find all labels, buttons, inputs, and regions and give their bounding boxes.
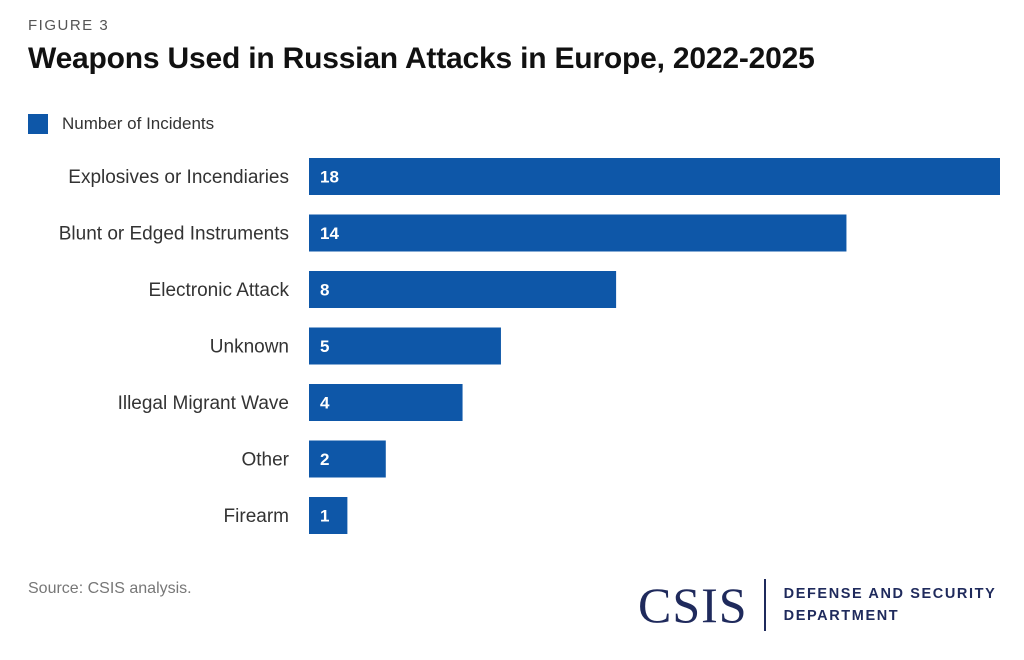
logo-dept-line2: DEPARTMENT (783, 608, 900, 624)
bar-explosives-or-incendiaries (309, 158, 1000, 195)
category-label-blunt-or-edged-instruments: Blunt or Edged Instruments (59, 224, 289, 245)
data-label-electronic-attack: 8 (320, 281, 329, 300)
data-label-firearm: 1 (320, 507, 329, 526)
data-label-other: 2 (320, 450, 329, 469)
logo-dept-line1: DEFENSE AND SECURITY (783, 586, 997, 602)
category-label-other: Other (241, 450, 289, 471)
category-label-unknown: Unknown (210, 337, 289, 358)
data-label-unknown: 5 (320, 337, 329, 356)
bar-electronic-attack (309, 271, 617, 308)
logo-wordmark: CSIS (638, 577, 748, 633)
bar-firearm (309, 497, 348, 534)
chart-legend: Number of Incidents (28, 114, 214, 134)
legend-label: Number of Incidents (62, 114, 215, 133)
logo-divider (763, 579, 766, 631)
csis-logo: CSIS DEFENSE AND SECURITY DEPARTMENT (638, 578, 996, 632)
bar-unknown (309, 327, 501, 365)
category-label-electronic-attack: Electronic Attack (149, 280, 290, 301)
bar-blunt-or-edged-instruments (309, 214, 847, 252)
figure-label: FIGURE 3 (28, 17, 110, 34)
bar-other (309, 440, 386, 478)
data-label-illegal-migrant-wave: 4 (320, 394, 330, 413)
logo-department: DEFENSE AND SECURITY DEPARTMENT (784, 583, 997, 627)
category-label-explosives-or-incendiaries: Explosives or Incendiaries (68, 167, 289, 188)
category-label-firearm: Firearm (224, 506, 289, 527)
chart-title: Weapons Used in Russian Attacks in Europ… (28, 42, 815, 75)
data-label-blunt-or-edged-instruments: 14 (320, 224, 339, 243)
bar-illegal-migrant-wave (309, 384, 463, 421)
data-label-explosives-or-incendiaries: 18 (320, 168, 339, 187)
source-note: Source: CSIS analysis. (28, 580, 192, 597)
category-label-illegal-migrant-wave: Illegal Migrant Wave (118, 393, 289, 414)
legend-swatch (28, 114, 48, 134)
